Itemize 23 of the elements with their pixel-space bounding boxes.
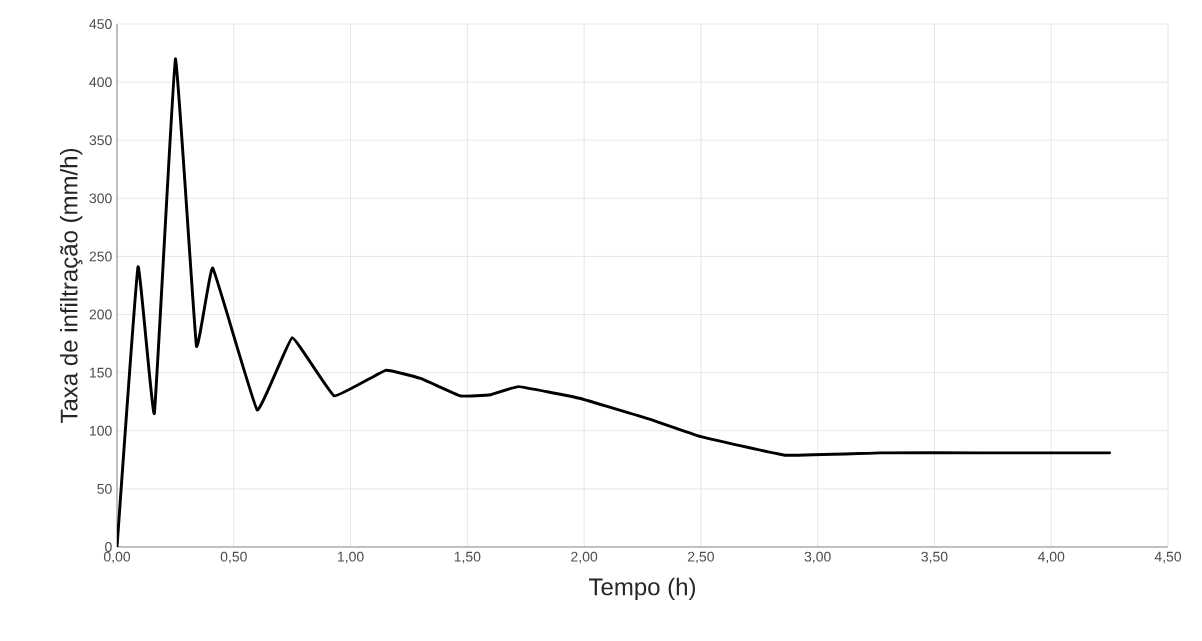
- x-tick-label: 4,00: [1037, 551, 1065, 564]
- y-tick-label: 50: [97, 483, 112, 494]
- x-tick-label: 1,50: [454, 551, 481, 564]
- y-tick-label: 0: [105, 542, 112, 552]
- line-series: [117, 57, 1112, 547]
- y-tick-label: 200: [89, 309, 112, 320]
- x-tick-label: 3,50: [921, 551, 948, 564]
- x-tick-label: 2,00: [571, 551, 598, 564]
- x-tick-label: 1,00: [338, 551, 364, 564]
- y-tick-label: 300: [89, 193, 112, 204]
- y-tick-label: 150: [90, 367, 112, 378]
- y-axis-title: Taxa de infiltração (mm/h): [59, 148, 83, 423]
- y-tick-label: 250: [89, 251, 112, 262]
- x-tick-label: 3,00: [804, 551, 831, 564]
- x-tick-label: 4,50: [1154, 551, 1182, 564]
- y-tick-label: 100: [90, 425, 112, 436]
- y-tick-label: 400: [89, 77, 112, 88]
- x-axis-title: Tempo (h): [589, 577, 695, 601]
- y-tick-label: 350: [89, 135, 112, 146]
- x-tick-label: 0,00: [103, 551, 131, 564]
- x-tick-label: 2,50: [687, 551, 714, 564]
- x-tick-label: 0,50: [220, 551, 247, 564]
- y-tick-label: 450: [89, 19, 112, 29]
